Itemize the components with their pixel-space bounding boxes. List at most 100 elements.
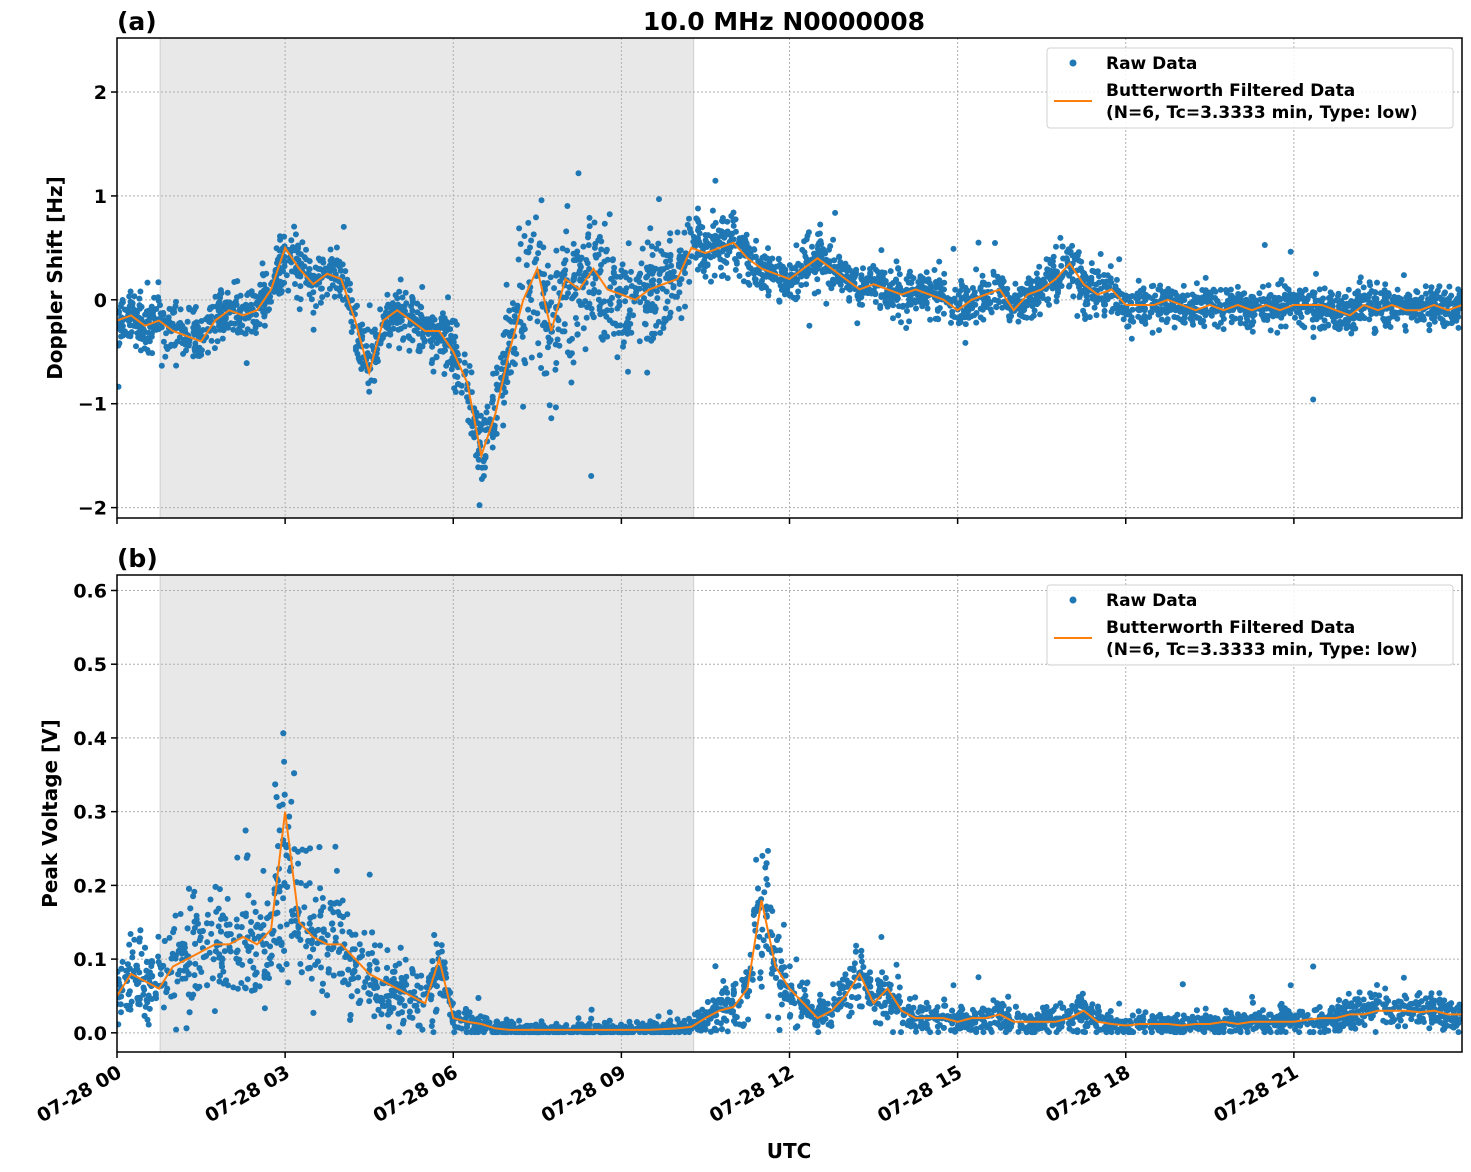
raw-data-point xyxy=(700,268,707,275)
raw-data-point xyxy=(935,1029,942,1036)
raw-data-point xyxy=(331,293,338,300)
raw-data-point xyxy=(515,256,522,263)
raw-data-point xyxy=(288,237,295,244)
raw-data-point xyxy=(1287,248,1294,255)
raw-data-point xyxy=(173,362,180,369)
raw-data-point xyxy=(540,280,547,286)
raw-data-point xyxy=(614,305,621,312)
raw-data-point xyxy=(260,272,267,279)
raw-data-point xyxy=(1082,273,1089,280)
raw-data-point xyxy=(1234,283,1241,290)
raw-data-point xyxy=(559,245,566,252)
raw-data-point xyxy=(1352,325,1359,332)
raw-data-point xyxy=(801,249,808,256)
raw-data-point xyxy=(455,381,462,387)
raw-data-point xyxy=(441,319,448,326)
raw-data-point xyxy=(318,285,324,292)
raw-data-point xyxy=(647,225,654,232)
raw-data-point xyxy=(895,281,902,288)
raw-data-point xyxy=(616,298,623,305)
raw-data-point xyxy=(915,279,922,286)
raw-data-point xyxy=(1187,315,1194,322)
raw-data-point xyxy=(950,245,957,252)
raw-data-point xyxy=(1261,242,1268,248)
raw-data-point xyxy=(1182,309,1189,316)
raw-data-point xyxy=(222,299,229,306)
raw-data-point xyxy=(568,379,575,386)
raw-data-point xyxy=(642,307,649,314)
shaded-interval xyxy=(159,37,695,519)
raw-data-point xyxy=(489,444,496,451)
raw-data-point xyxy=(1033,270,1040,277)
raw-data-point xyxy=(948,298,955,305)
raw-data-point xyxy=(927,316,934,323)
raw-data-point xyxy=(1142,317,1148,324)
raw-data-point xyxy=(1064,248,1071,255)
raw-data-point xyxy=(1350,315,1357,322)
raw-data-point xyxy=(1128,335,1135,342)
raw-data-point xyxy=(409,307,416,314)
raw-data-point xyxy=(999,275,1006,282)
raw-data-point xyxy=(572,315,579,321)
raw-data-point xyxy=(365,353,372,360)
raw-data-point xyxy=(606,211,613,218)
x-tick-label: 07-28 18 xyxy=(1042,1061,1134,1127)
raw-data-point xyxy=(164,346,171,352)
raw-data-point xyxy=(424,324,431,331)
raw-data-point xyxy=(1451,314,1458,321)
raw-data-point xyxy=(1426,321,1433,328)
raw-data-point xyxy=(479,464,486,471)
raw-data-point xyxy=(1422,283,1429,290)
raw-data-point xyxy=(923,269,930,276)
raw-data-point xyxy=(482,427,489,434)
y-tick-label: 2 xyxy=(94,82,107,104)
raw-data-point xyxy=(655,240,662,247)
raw-data-point xyxy=(923,299,930,306)
raw-data-point xyxy=(836,254,843,261)
raw-data-point xyxy=(570,277,577,284)
raw-data-point xyxy=(259,260,266,267)
raw-data-point xyxy=(1097,285,1104,292)
raw-data-point xyxy=(292,269,299,276)
raw-data-point xyxy=(411,327,418,334)
raw-data-point xyxy=(1097,251,1104,257)
x-tick-label: 07-28 21 xyxy=(1210,1061,1302,1127)
raw-data-point xyxy=(342,268,349,275)
raw-data-point xyxy=(663,275,670,281)
raw-data-point xyxy=(844,272,851,279)
raw-data-point xyxy=(1374,279,1380,286)
raw-data-point xyxy=(1378,310,1385,317)
raw-data-point xyxy=(231,320,238,327)
raw-data-point xyxy=(637,299,644,306)
raw-data-point xyxy=(979,272,986,279)
raw-data-point xyxy=(520,322,527,329)
raw-data-point xyxy=(1244,324,1251,331)
raw-data-point xyxy=(1304,295,1311,301)
raw-data-point xyxy=(622,269,629,276)
raw-data-point xyxy=(1080,307,1087,314)
raw-data-point xyxy=(1456,291,1462,298)
raw-data-point xyxy=(155,933,162,940)
raw-data-point xyxy=(887,281,894,288)
raw-data-point xyxy=(964,287,971,294)
raw-data-point xyxy=(778,1001,785,1008)
raw-data-point xyxy=(765,245,771,252)
raw-data-point xyxy=(317,299,324,306)
raw-data-point xyxy=(295,860,302,867)
raw-data-point xyxy=(740,238,747,244)
raw-data-point xyxy=(544,262,551,269)
raw-data-point xyxy=(929,289,936,296)
raw-data-point xyxy=(648,243,655,250)
raw-data-point xyxy=(1250,318,1257,325)
raw-data-point xyxy=(157,310,164,317)
raw-data-point xyxy=(933,284,940,291)
raw-data-point xyxy=(1058,274,1065,281)
raw-data-point xyxy=(192,331,199,338)
raw-data-point xyxy=(451,385,458,392)
raw-data-point xyxy=(502,389,509,396)
raw-data-point xyxy=(1212,308,1219,315)
raw-data-point xyxy=(881,280,888,287)
raw-data-point xyxy=(1058,262,1065,269)
raw-data-point xyxy=(1148,309,1155,316)
raw-data-point xyxy=(468,369,475,376)
